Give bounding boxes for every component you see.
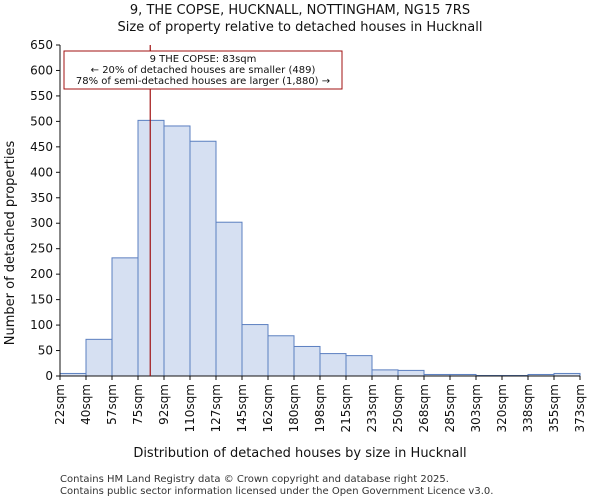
- x-tick-label: 127sqm: [209, 384, 223, 432]
- bar-250sqm: [397, 369, 425, 377]
- y-tick-label: 550: [30, 89, 53, 103]
- x-tick-label: 268sqm: [417, 384, 431, 432]
- y-tick-label: 600: [30, 63, 53, 77]
- footer-line1: Contains HM Land Registry data © Crown c…: [60, 474, 449, 485]
- bar-215sqm: [345, 355, 373, 377]
- x-tick-label: 110sqm: [183, 384, 197, 432]
- x-axis-ticks: 22sqm 40sqm 57sqm 75sqm 92sqm 110sqm 127sqm 145…: [53, 376, 587, 432]
- bar-162sqm: [267, 335, 295, 377]
- y-tick-label: 200: [30, 267, 53, 281]
- x-tick-label: 355sqm: [547, 384, 561, 432]
- annotation-line2: ← 20% of detached houses are smaller (48…: [91, 65, 316, 76]
- y-tick-label: 100: [30, 318, 53, 332]
- x-tick-label: 22sqm: [53, 384, 67, 425]
- bar-92sqm: [163, 125, 191, 377]
- x-axis-label: Distribution of detached houses by size …: [133, 446, 466, 461]
- bar-40sqm: [85, 338, 113, 377]
- y-tick-label: 250: [30, 242, 53, 256]
- y-axis-label: Number of detached properties: [3, 141, 18, 346]
- chart-title-line1: 9, THE COPSE, HUCKNALL, NOTTINGHAM, NG15…: [130, 3, 470, 18]
- bar-233sqm: [371, 369, 399, 377]
- x-tick-label: 215sqm: [339, 384, 353, 432]
- x-tick-label: 57sqm: [105, 384, 119, 425]
- x-tick-label: 75sqm: [131, 384, 145, 425]
- y-tick-label: 500: [30, 114, 53, 128]
- x-tick-label: 145sqm: [235, 384, 249, 432]
- x-tick-label: 92sqm: [157, 384, 171, 425]
- annotation-box: [63, 50, 343, 90]
- x-tick-label: 180sqm: [287, 384, 301, 432]
- footer-line2: Contains public sector information licen…: [60, 486, 493, 497]
- x-tick-label: 198sqm: [313, 384, 327, 432]
- x-tick-label: 233sqm: [365, 384, 379, 432]
- x-tick-label: 303sqm: [469, 384, 483, 432]
- chart-title-line2: Size of property relative to detached ho…: [118, 20, 483, 35]
- y-tick-label: 650: [30, 38, 53, 52]
- x-tick-label: 373sqm: [573, 384, 587, 432]
- y-tick-label: 400: [30, 165, 53, 179]
- bar-57sqm: [111, 257, 139, 377]
- bar-127sqm: [215, 221, 243, 377]
- bar-145sqm: [241, 324, 269, 377]
- y-tick-label: 150: [30, 293, 53, 307]
- annotation-line3: 78% of semi-detached houses are larger (…: [76, 76, 330, 87]
- bar-180sqm: [293, 345, 321, 377]
- bar-110sqm: [189, 140, 217, 377]
- bar-75sqm: [137, 119, 165, 377]
- y-tick-label: 450: [30, 140, 53, 154]
- bar-198sqm: [319, 353, 347, 377]
- annotation-line1: 9 THE COPSE: 83sqm: [150, 54, 257, 65]
- x-tick-label: 250sqm: [391, 384, 405, 432]
- x-tick-label: 320sqm: [495, 384, 509, 432]
- x-tick-label: 285sqm: [443, 384, 457, 432]
- y-tick-label: 300: [30, 216, 53, 230]
- bars-group: [59, 119, 581, 377]
- y-tick-label: 50: [38, 344, 53, 358]
- x-tick-label: 40sqm: [79, 384, 93, 425]
- y-tick-label: 0: [45, 369, 53, 383]
- x-tick-label: 162sqm: [261, 384, 275, 432]
- x-tick-label: 338sqm: [521, 384, 535, 432]
- y-tick-label: 350: [30, 191, 53, 205]
- y-axis-ticks: 0 50 100 150 200 250 300 350 400 450 500 550 600 650: [30, 38, 60, 383]
